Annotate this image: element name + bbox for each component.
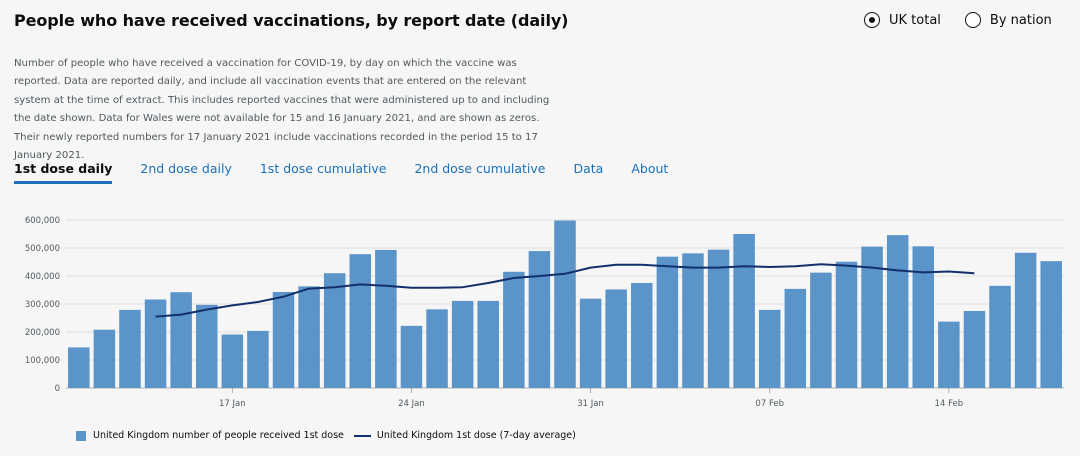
chart-description: Number of people who have received a vac…	[14, 58, 550, 162]
bar	[1014, 252, 1037, 388]
view-toggle: UK total By nation	[864, 12, 1052, 28]
bar	[861, 246, 883, 388]
bar	[119, 309, 141, 388]
legend-line-label: United Kingdom 1st dose (7-day average)	[376, 430, 576, 441]
bar	[963, 311, 986, 388]
y-tick-label: 0	[55, 384, 60, 394]
bar	[503, 271, 525, 388]
bar	[631, 283, 653, 388]
bar	[938, 321, 960, 388]
radio-by-nation-label: By nation	[989, 12, 1052, 28]
bar	[247, 330, 269, 388]
bar	[1040, 261, 1062, 388]
bar	[400, 325, 423, 388]
legend-line-swatch-icon	[353, 434, 371, 437]
legend-bar-swatch-icon	[76, 430, 86, 441]
legend-item-line[interactable]: United Kingdom 1st dose (7-day average)	[353, 430, 576, 441]
bar	[707, 249, 730, 388]
tab-2nd-dose-daily[interactable]: 2nd dose daily	[140, 161, 232, 176]
bar	[195, 304, 218, 388]
bar	[682, 253, 704, 388]
x-tick-label: 17 Jan	[219, 399, 246, 409]
bar	[656, 256, 679, 388]
page-title: People who have received vaccinations, b…	[14, 11, 569, 30]
bar	[68, 347, 90, 388]
y-tick-label: 500,000	[25, 244, 60, 254]
bar	[810, 272, 832, 388]
bar	[912, 246, 935, 388]
y-tick-label: 600,000	[25, 216, 60, 226]
vaccination-bar-chart: 0 100,000 200,000 300,000 400,000 500,000 600,…	[25, 216, 1064, 409]
radio-selected-icon[interactable]	[864, 12, 880, 28]
bar	[886, 235, 909, 388]
chart-tabs: 1st dose daily 2nd dose daily 1st dose c…	[14, 161, 696, 184]
bar	[170, 292, 192, 388]
chart-legend: United Kingdom number of people received…	[76, 430, 586, 441]
x-tick-label: 31 Jan	[577, 399, 604, 409]
tab-data[interactable]: Data	[573, 161, 604, 176]
bar	[451, 300, 474, 388]
bar	[426, 309, 448, 388]
bar	[784, 288, 807, 388]
x-tick-label: 14 Feb	[935, 399, 964, 409]
radio-uk-total-label: UK total	[889, 12, 941, 28]
y-tick-label: 100,000	[25, 356, 60, 366]
bar	[477, 300, 499, 388]
bar	[605, 289, 627, 388]
bar	[375, 249, 397, 388]
y-tick-label: 400,000	[25, 272, 60, 282]
bar	[835, 261, 858, 388]
bar	[349, 254, 372, 388]
radio-unselected-icon[interactable]	[964, 12, 981, 28]
bar	[554, 220, 576, 388]
bar	[989, 285, 1011, 388]
tab-1st-dose-cumulative[interactable]: 1st dose cumulative	[259, 161, 387, 176]
bar	[221, 334, 244, 388]
bar	[323, 273, 346, 388]
radio-by-nation[interactable]: By nation	[964, 12, 1052, 28]
bar	[733, 234, 755, 388]
x-tick-label: 24 Jan	[398, 399, 425, 409]
radio-uk-total[interactable]: UK total	[864, 12, 941, 28]
bar	[528, 251, 551, 388]
bar	[93, 329, 116, 388]
average-line	[155, 263, 975, 318]
bar	[579, 298, 602, 388]
legend-item-bars[interactable]: United Kingdom number of people received…	[76, 430, 344, 441]
x-tick-label: 07 Feb	[755, 399, 784, 409]
tab-1st-dose-daily[interactable]: 1st dose daily	[14, 161, 113, 184]
y-tick-label: 300,000	[25, 300, 60, 310]
bar	[272, 291, 295, 388]
tab-about[interactable]: About	[631, 161, 669, 176]
bar	[758, 309, 781, 388]
y-tick-label: 200,000	[25, 328, 60, 338]
bar	[298, 286, 320, 388]
tab-2nd-dose-cumulative[interactable]: 2nd dose cumulative	[414, 161, 546, 176]
bar	[144, 299, 167, 388]
legend-bars-label: United Kingdom number of people received…	[93, 430, 344, 441]
